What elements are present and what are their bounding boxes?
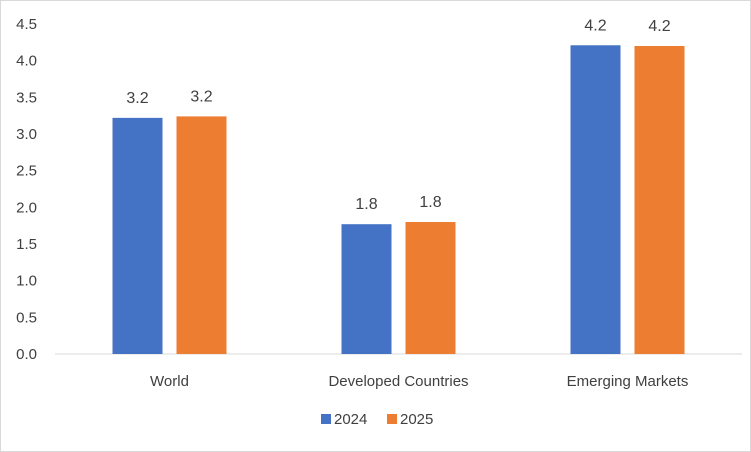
data-labels-group: 3.2 3.2 1.8 1.8 4.2 4.2 xyxy=(126,17,670,213)
data-label: 3.2 xyxy=(190,88,212,105)
y-tick-label: 3.0 xyxy=(16,126,37,143)
y-tick-label: 0.0 xyxy=(16,346,37,363)
bar-2025-world xyxy=(176,116,227,355)
y-tick-label: 1.5 xyxy=(16,236,37,253)
bar-2024-developed-countries xyxy=(341,224,392,354)
legend-swatch-2025 xyxy=(387,414,397,424)
legend-label: 2024 xyxy=(334,411,367,428)
y-tick-label: 1.0 xyxy=(16,273,37,290)
y-tick-label: 2.5 xyxy=(16,163,37,180)
y-tick-label: 4.0 xyxy=(16,53,37,70)
x-tick-label: Developed Countries xyxy=(328,373,468,390)
y-tick-label: 2.0 xyxy=(16,199,37,216)
legend: 2024 2025 xyxy=(321,411,433,428)
y-tick-label: 4.5 xyxy=(16,16,37,33)
legend-swatch-2024 xyxy=(321,414,331,424)
y-tick-label: 3.5 xyxy=(16,89,37,106)
data-label: 3.2 xyxy=(126,90,148,107)
data-label: 4.2 xyxy=(584,17,606,34)
data-label: 1.8 xyxy=(355,196,377,213)
x-tick-label: World xyxy=(150,373,189,390)
bar-2024-world xyxy=(112,117,163,354)
bar-2025-developed-countries xyxy=(405,222,456,354)
y-axis: 0.0 0.5 1.0 1.5 2.0 2.5 3.0 3.5 4.0 4.5 xyxy=(16,16,37,363)
legend-label: 2025 xyxy=(400,411,433,428)
bar-2025-emerging-markets xyxy=(634,46,685,354)
bars-group xyxy=(112,45,685,355)
data-label: 1.8 xyxy=(419,194,441,211)
bar-2024-emerging-markets xyxy=(570,45,621,355)
x-tick-label: Emerging Markets xyxy=(567,373,689,390)
data-label: 4.2 xyxy=(648,18,670,35)
x-axis: World Developed Countries Emerging Markets xyxy=(150,373,688,390)
y-tick-label: 0.5 xyxy=(16,309,37,326)
